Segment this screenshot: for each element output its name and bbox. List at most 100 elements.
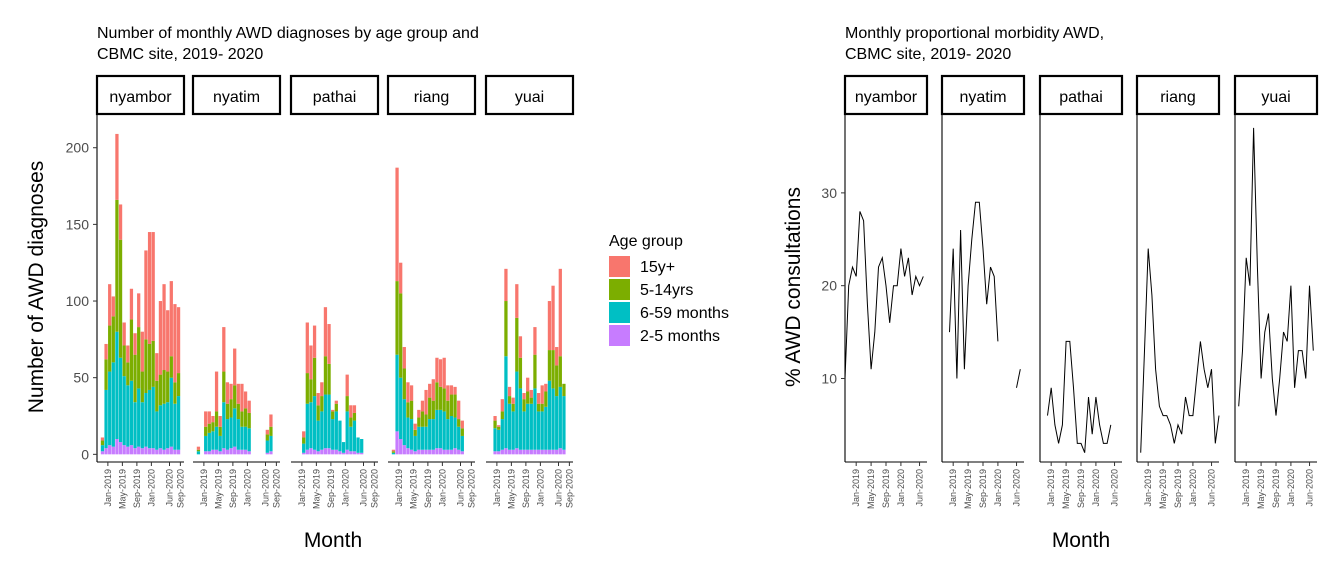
awd-line-nyambor-segment-0 [844, 211, 924, 379]
bar-pathai-apr-2020-2-5-months [356, 452, 360, 455]
bar-nyatim-nov-2018-15y [196, 446, 201, 450]
bar-nyambor-jul-2019-2-5-months [129, 445, 134, 455]
bar-riang-mar-2020-6-59-months [449, 416, 454, 450]
bar-riang-nov-2018-5-14yrs [391, 451, 396, 453]
left-y-tick-label-50: 50 [73, 370, 89, 386]
bar-yuai-jan-2020-6-59-months [540, 411, 544, 450]
line-facet-strip-yuai [1233, 74, 1319, 116]
bar-nyatim-mar-2019-6-59-months [211, 431, 215, 450]
bar-nyatim-sep-2019-15y [233, 348, 237, 386]
bar-yuai-apr-2020-2-5-months [551, 449, 555, 455]
bar-nyatim-dec-2019-2-5-months [243, 449, 248, 455]
bar-nyambor-apr-2020-2-5-months [162, 449, 166, 455]
bar-yuai-nov-2019-5-14yrs [533, 354, 537, 389]
facet-nyambor: nyambor Jan-2019 May-2019 Sep-2019 Jan-2020 J… [95, 74, 185, 509]
bar-nyambor-oct-2019-2-5-months [140, 448, 144, 455]
bar-nyatim-jun-2019-2-5-months [222, 448, 226, 455]
bar-pathai-nov-2019-2-5-months [338, 451, 342, 455]
bar-nyatim-jun-2020-15y [265, 429, 269, 435]
facet-strip-nyatim [191, 74, 282, 116]
bar-yuai-mar-2019-2-5-months [504, 448, 508, 455]
bar-riang-dec-2019-15y [438, 359, 443, 387]
x-tick-label-yuai-jun-2020: Jun-2020 [554, 469, 564, 507]
bar-riang-dec-2018-15y [395, 167, 399, 282]
bar-nyambor-apr-2019-15y [118, 204, 123, 240]
facet-strip-yuai [484, 74, 575, 116]
bar-riang-apr-2019-15y [409, 385, 414, 401]
bar-riang-may-2019-5-14yrs [413, 429, 417, 436]
facet-yuai: yuai Jan-2019 May-2019 Sep-2019 Jan-2020 Jun-… [484, 74, 575, 509]
bar-nyambor-dec-2018-2-5-months [104, 448, 108, 455]
bar-yuai-apr-2019-2-5-months [507, 449, 512, 455]
bar-yuai-jan-2020-15y [540, 385, 544, 404]
x-tick-label-nyatim-sep-2019: Sep-2019 [228, 469, 238, 508]
bar-nyambor-may-2020-6-59-months [166, 402, 170, 449]
bar-yuai-mar-2019-15y [504, 268, 508, 302]
x-tick-label-pathai-jan-2020: Jan-2020 [340, 469, 350, 507]
bar-nyambor-jan-2020-6-59-months [151, 386, 155, 449]
bar-nyambor-mar-2019-15y [115, 133, 119, 200]
line-x-tick-label-nyatim-jan-2019: Jan-2019 [948, 469, 958, 507]
bar-pathai-may-2019-2-5-months [316, 451, 320, 455]
bar-riang-feb-2019-2-5-months [402, 445, 406, 455]
bar-riang-jan-2019-2-5-months [399, 439, 403, 455]
bar-yuai-jan-2020-2-5-months [540, 449, 544, 455]
bar-pathai-sep-2019-15y [331, 409, 335, 412]
bar-nyatim-feb-2019-5-14yrs [207, 423, 211, 433]
bar-yuai-apr-2020-15y [551, 285, 555, 351]
bar-pathai-jun-2019-6-59-months [320, 411, 324, 450]
bar-yuai-nov-2019-6-59-months [533, 388, 537, 450]
bar-pathai-sep-2019-6-59-months [331, 419, 335, 450]
awd-line-nyatim-segment-0 [949, 201, 999, 379]
bar-yuai-dec-2018-5-14yrs [493, 420, 497, 429]
facet-strip-riang [386, 74, 477, 116]
bar-pathai-mar-2019-6-59-months [309, 402, 313, 449]
bar-riang-oct-2019-15y [431, 379, 435, 401]
line-facet-strip-nyatim [940, 74, 1026, 116]
line-x-tick-label-nyambor-jan-2020: Jan-2020 [896, 469, 906, 507]
bar-nyatim-oct-2019-15y [236, 383, 240, 404]
bar-nyambor-jul-2019-15y [129, 288, 134, 320]
legend-label-6-59-months: 6-59 months [640, 305, 729, 322]
bar-nyatim-sep-2019-2-5-months [233, 446, 237, 455]
bar-pathai-may-2020-6-59-months [360, 439, 364, 453]
facet-pathai: pathai Jan-2019 May-2019 Sep-2019 Jan-2020 Ju… [289, 74, 379, 509]
bar-nyambor-mar-2020-15y [158, 301, 163, 375]
bar-riang-nov-2019-5-14yrs [435, 382, 439, 410]
bar-riang-may-2020-2-5-months [457, 449, 461, 455]
bar-nyambor-feb-2020-2-5-months [155, 449, 159, 455]
bar-nyambor-apr-2020-6-59-months [162, 403, 166, 450]
bar-riang-apr-2019-6-59-months [409, 419, 414, 450]
bar-nyambor-dec-2019-5-14yrs [147, 343, 152, 390]
right-chart-panels: nyambor Jan-2019 May-2019 Sep-2019 Jan-2020 J… [821, 74, 1319, 509]
bar-yuai-jan-2019-6-59-months [497, 429, 501, 452]
age-group-legend: Age group 15y+ 5-14yrs 6-59 months 2-5 month… [609, 233, 729, 346]
bar-yuai-may-2019-5-14yrs [511, 403, 515, 412]
bar-riang-jul-2019-2-5-months [420, 449, 425, 455]
bar-riang-sep-2019-5-14yrs [428, 397, 432, 420]
x-tick-label-nyambor-sep-2019: Sep-2019 [132, 469, 142, 508]
bar-nyambor-oct-2019-6-59-months [140, 402, 144, 449]
bar-riang-dec-2018-5-14yrs [395, 281, 399, 355]
bar-pathai-feb-2020-2-5-months [349, 451, 353, 455]
bar-nyambor-may-2019-6-59-months [122, 376, 126, 446]
bar-riang-sep-2019-6-59-months [428, 419, 432, 450]
bar-yuai-jan-2019-5-14yrs [497, 426, 501, 430]
x-tick-label-yuai-jan-2020: Jan-2020 [535, 469, 545, 507]
bar-nyatim-apr-2019-2-5-months [214, 449, 219, 455]
bar-nyambor-jan-2020-2-5-months [151, 448, 155, 455]
bar-pathai-jul-2019-5-14yrs [323, 356, 328, 395]
line-x-tick-label-yuai-may-2019: May-2019 [1256, 469, 1266, 509]
bar-yuai-sep-2019-15y [526, 377, 530, 392]
bar-pathai-aug-2019-2-5-months [327, 448, 331, 455]
bar-nyambor-mar-2019-5-14yrs [115, 199, 119, 332]
left-chart-title-line-1: Number of monthly AWD diagnoses by age g… [97, 25, 479, 42]
bar-yuai-feb-2020-15y [544, 383, 548, 392]
bar-nyatim-jul-2020-6-59-months [269, 435, 273, 452]
bar-nyatim-jul-2020-2-5-months [269, 451, 273, 455]
bar-yuai-jan-2020-5-14yrs [540, 403, 544, 412]
bar-nyatim-sep-2019-5-14yrs [233, 385, 237, 409]
bar-riang-apr-2020-6-59-months [453, 417, 457, 449]
bar-nyatim-aug-2019-15y [229, 383, 233, 400]
bar-pathai-jan-2020-5-14yrs [345, 396, 349, 412]
